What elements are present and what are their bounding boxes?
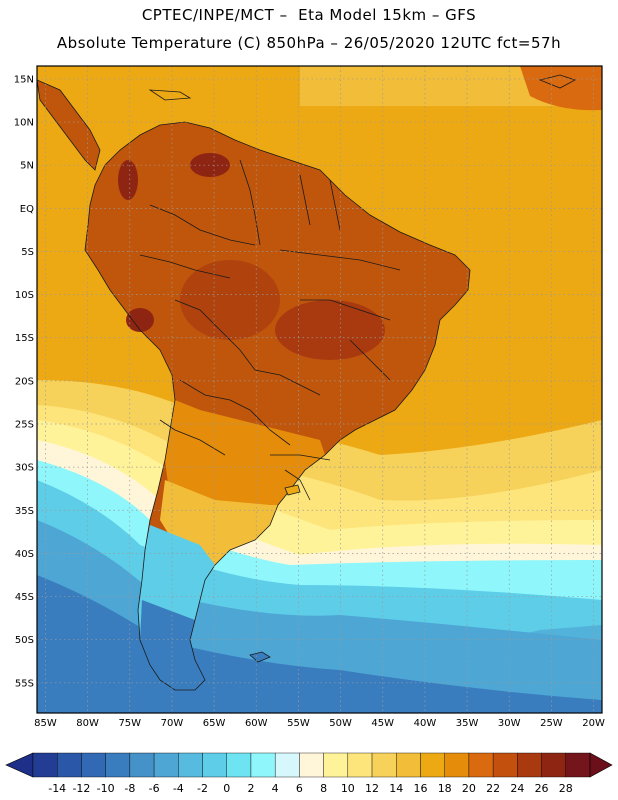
- colorbar-label: -6: [149, 782, 160, 795]
- colorbar-swatch: [299, 752, 324, 778]
- colorbar-label: 14: [389, 782, 403, 795]
- lagoon: [284, 484, 301, 496]
- lon-label: 80W: [76, 718, 99, 729]
- lat-label: 5S: [21, 247, 34, 258]
- caribbean-hot-zone: [520, 66, 602, 111]
- hot-core-brazil: [275, 300, 385, 360]
- colorbar-label: 26: [535, 782, 549, 795]
- colorbar-swatch: [347, 752, 373, 778]
- colorbar-swatch: [57, 752, 82, 778]
- central-america: [37, 79, 101, 171]
- cold-tongue: [250, 625, 602, 700]
- temperature-field: [37, 66, 602, 713]
- colorbar-swatch: [178, 752, 203, 778]
- colorbar-label: 20: [462, 782, 476, 795]
- lon-label: 20W: [582, 718, 605, 729]
- colorbar-swatch: [274, 752, 300, 778]
- colorbar-swatch: [468, 752, 494, 778]
- colorbar-label: 8: [320, 782, 327, 795]
- colorbar-low-arrow: [5, 752, 34, 778]
- caribbean-island-east: [538, 74, 577, 89]
- colorbar-label: 2: [247, 782, 254, 795]
- lon-label: 45W: [371, 718, 394, 729]
- map-title-line-1: CPTEC/INPE/MCT – Eta Model 15km – GFS: [141, 6, 477, 24]
- colorbar-label: 18: [438, 782, 452, 795]
- colorbar-swatch: [371, 752, 397, 778]
- lat-label: 10S: [15, 290, 34, 301]
- lat-label: 35S: [15, 506, 34, 517]
- colorbar-swatch: [81, 752, 106, 778]
- colorbar-label: 12: [365, 782, 379, 795]
- lon-label: 70W: [161, 718, 184, 729]
- colorbar-swatch: [517, 752, 542, 778]
- colorbar-label: -14: [48, 782, 66, 795]
- hot-core-venezuela: [190, 153, 230, 177]
- lat-label: EQ: [20, 204, 34, 215]
- falkland-islands: [249, 651, 271, 663]
- caribbean-island: [148, 89, 192, 101]
- colorbar-swatch: [323, 752, 349, 778]
- hot-core-amazon: [180, 260, 280, 340]
- colorbar-swatch: [396, 752, 421, 778]
- colorbar-label: 22: [486, 782, 500, 795]
- colorbar-swatch: [129, 752, 155, 778]
- lon-label: 75W: [118, 718, 141, 729]
- colorbar-swatch: [565, 752, 591, 778]
- lon-label: 30W: [498, 718, 521, 729]
- colorbar-label: 28: [559, 782, 573, 795]
- lon-label: 35W: [456, 718, 479, 729]
- colorbar-swatch: [32, 752, 58, 778]
- lat-label: 5N: [20, 161, 34, 172]
- lon-label: 85W: [34, 718, 57, 729]
- colorbar-label: 16: [413, 782, 427, 795]
- colorbar-swatch: [492, 752, 518, 778]
- map-title-line-2: Absolute Temperature (C) 850hPa – 26/05/…: [56, 34, 562, 52]
- colorbar-label: 4: [272, 782, 279, 795]
- colorbar-high-arrow: [589, 752, 613, 778]
- lat-label: 45S: [15, 592, 34, 603]
- hot-core-peru: [126, 308, 154, 332]
- colorbar-swatch: [541, 752, 566, 778]
- lat-label: 50S: [15, 635, 34, 646]
- colorbar-label: 24: [510, 782, 524, 795]
- colorbar-label: 0: [223, 782, 230, 795]
- colorbar: -14 -12 -10 -8 -6 -4 -2 0 2 4 6 8 10 12 14 16 18 20 22 24 26…: [5, 752, 613, 795]
- colorbar-swatch: [153, 752, 179, 778]
- lat-label: 25S: [15, 420, 34, 431]
- colorbar-swatch: [226, 752, 252, 778]
- colorbar-label: -10: [97, 782, 115, 795]
- colorbar-swatch: [202, 752, 227, 778]
- lat-label: 40S: [15, 549, 34, 560]
- colorbar-label: -2: [197, 782, 208, 795]
- map-frame: [36, 65, 603, 714]
- lon-label: 60W: [245, 718, 268, 729]
- lon-label: 55W: [287, 718, 310, 729]
- colorbar-label: -12: [72, 782, 90, 795]
- lat-label: 55S: [15, 678, 34, 689]
- longitude-labels: 85W 80W 75W 70W 65W 60W 55W 50W 45W 40W 35W 30W 25W 2…: [34, 718, 605, 729]
- lon-label: 50W: [329, 718, 352, 729]
- lat-label: 15S: [15, 333, 34, 344]
- lat-label: 15N: [14, 74, 34, 85]
- colorbar-swatch: [105, 752, 131, 778]
- colorbar-label: -8: [124, 782, 135, 795]
- lon-label: 40W: [414, 718, 437, 729]
- hot-core-colombia: [118, 160, 138, 200]
- latitude-labels: 15N 10N 5N EQ 5S 10S 15S 20S 25S 30S 35S 40S 45S 50S 5…: [14, 74, 34, 689]
- colorbar-label: -4: [173, 782, 184, 795]
- colorbar-label: 6: [296, 782, 303, 795]
- lat-label: 30S: [15, 463, 34, 474]
- lon-label: 65W: [203, 718, 226, 729]
- colorbar-swatch: [444, 752, 470, 778]
- colorbar-swatch: [420, 752, 445, 778]
- colorbar-label: 10: [341, 782, 355, 795]
- lat-label: 20S: [15, 376, 34, 387]
- patagonia-colder: [140, 600, 205, 690]
- lat-label: 10N: [14, 118, 34, 129]
- country-borders: [84, 121, 471, 691]
- lon-label: 25W: [540, 718, 563, 729]
- colorbar-swatch: [250, 752, 276, 778]
